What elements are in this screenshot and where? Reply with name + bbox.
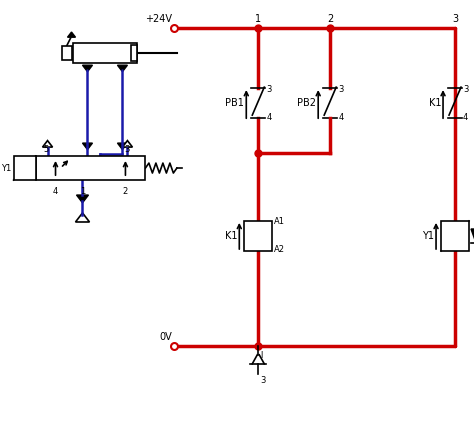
- Text: 2: 2: [123, 187, 128, 196]
- Text: Y1: Y1: [422, 231, 434, 241]
- Text: 3: 3: [260, 376, 265, 385]
- Text: 0V: 0V: [160, 332, 173, 342]
- Polygon shape: [118, 143, 128, 149]
- Text: l: l: [260, 351, 263, 360]
- Polygon shape: [471, 229, 474, 243]
- Text: +24V: +24V: [146, 14, 173, 24]
- Text: PB2: PB2: [297, 98, 316, 108]
- Text: 4: 4: [266, 113, 272, 122]
- Polygon shape: [82, 65, 92, 71]
- Text: PB1: PB1: [226, 98, 244, 108]
- Text: Y1: Y1: [1, 163, 11, 172]
- Bar: [244, 221, 272, 251]
- Text: 5: 5: [43, 145, 48, 154]
- Text: 3: 3: [452, 14, 458, 24]
- Polygon shape: [43, 140, 53, 147]
- Text: 1: 1: [80, 187, 85, 196]
- Bar: [73, 43, 137, 63]
- Text: A1: A1: [274, 217, 285, 226]
- Text: 4: 4: [53, 187, 58, 196]
- Text: K1: K1: [428, 98, 441, 108]
- Bar: [62, 46, 72, 60]
- Text: 4: 4: [338, 113, 344, 122]
- Bar: [441, 221, 469, 251]
- Polygon shape: [76, 195, 89, 203]
- Bar: [36, 156, 146, 180]
- Text: A2: A2: [274, 245, 285, 255]
- Polygon shape: [118, 65, 128, 71]
- Text: 3: 3: [463, 85, 468, 94]
- Text: 3: 3: [266, 85, 272, 94]
- Polygon shape: [67, 32, 75, 37]
- Text: 2: 2: [327, 14, 333, 24]
- Polygon shape: [122, 140, 132, 147]
- Bar: [14, 156, 36, 180]
- Text: 3: 3: [125, 145, 130, 154]
- Bar: [131, 45, 137, 61]
- Text: 4: 4: [463, 113, 468, 122]
- Polygon shape: [82, 143, 92, 149]
- Polygon shape: [75, 213, 90, 222]
- Text: 1: 1: [255, 14, 261, 24]
- Text: K1: K1: [225, 231, 237, 241]
- Text: 3: 3: [338, 85, 344, 94]
